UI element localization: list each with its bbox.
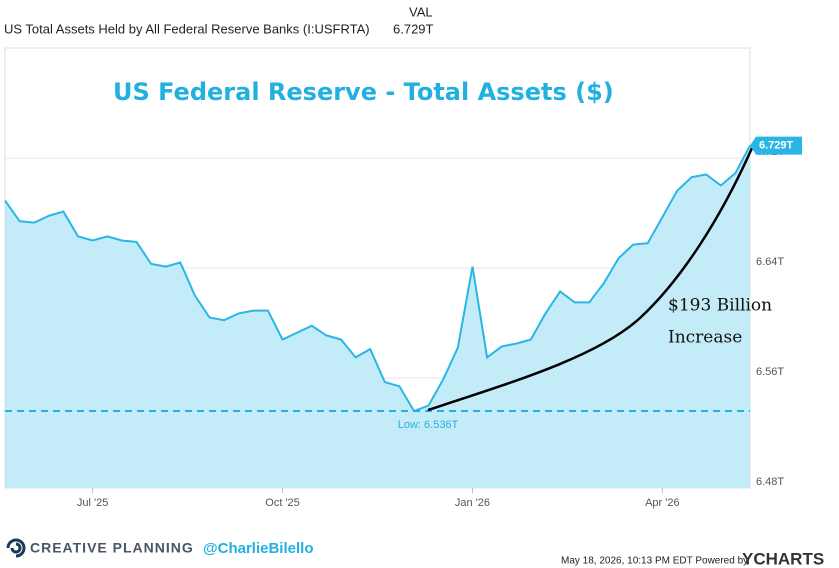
- y-tick-label: 6.56T: [756, 366, 784, 378]
- logo: [6, 538, 26, 558]
- end-badge: [750, 136, 802, 155]
- handle: @CharlieBilello: [203, 540, 314, 557]
- arrow-curve: [427, 147, 754, 412]
- source: YCHARTS: [742, 549, 824, 568]
- chart-title: US Federal Reserve - Total Assets ($): [113, 78, 614, 106]
- x-tick-label: Jan '26: [455, 497, 490, 509]
- x-tick-label: Jul '25: [77, 497, 108, 509]
- x-tick-label: Oct '25: [265, 497, 300, 509]
- y-tick-label: 6.64T: [756, 256, 784, 268]
- header-column: VAL: [409, 4, 433, 19]
- x-tick-label: Apr '26: [645, 497, 680, 509]
- y-tick-label: 6.48T: [756, 476, 784, 488]
- area: [5, 145, 750, 488]
- header-name: US Total Assets Held by All Federal Rese…: [4, 21, 370, 36]
- annotation: Increase: [668, 328, 742, 348]
- low-label: Low: 6.536T: [398, 419, 459, 431]
- timestamp: May 18, 2026, 10:13 PM EDT Powered by: [561, 556, 748, 567]
- line: [4, 145, 751, 413]
- header-value: 6.729T: [393, 21, 434, 36]
- end-label: 6.729T: [759, 140, 794, 152]
- annotation: $193 Billion: [668, 296, 772, 316]
- brand: CREATIVE PLANNING: [30, 540, 194, 556]
